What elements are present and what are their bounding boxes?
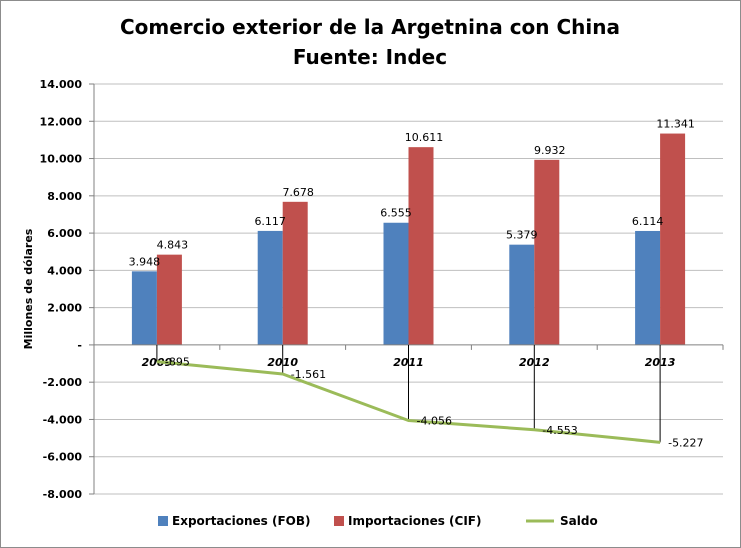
y-tick-label: 10.000 bbox=[40, 153, 83, 166]
saldo-line bbox=[156, 360, 661, 444]
data-label-saldo: -1.561 bbox=[291, 368, 326, 381]
data-label-importaciones: 9.932 bbox=[534, 144, 566, 157]
legend-label-exportaciones: Exportaciones (FOB) bbox=[172, 514, 311, 528]
y-tick-label: 8.000 bbox=[47, 190, 82, 203]
chart-title-line-1: Comercio exterior de la Argetnina con Ch… bbox=[120, 15, 620, 39]
data-label-saldo: -4.553 bbox=[542, 424, 577, 437]
data-label-exportaciones: 6.555 bbox=[380, 207, 412, 220]
bars bbox=[131, 133, 686, 345]
bar-importaciones bbox=[660, 133, 686, 345]
y-tick-label: 14.000 bbox=[40, 78, 83, 91]
legend-label-importaciones: Importaciones (CIF) bbox=[348, 514, 481, 528]
legend-swatch-exportaciones bbox=[158, 516, 168, 526]
bar-exportaciones bbox=[635, 230, 661, 345]
y-axis-label: Millones de dólares bbox=[22, 228, 35, 349]
y-tick-label: 2.000 bbox=[47, 302, 82, 315]
y-tick-label: 6.000 bbox=[47, 227, 82, 240]
y-tick-label: -6.000 bbox=[43, 451, 83, 464]
y-tick-label: 4.000 bbox=[47, 264, 82, 277]
data-label-saldo: -895 bbox=[165, 356, 190, 369]
axes: 14.000 12.000 10.000 8.000 6.000 4.000 2.000 - -… bbox=[40, 78, 724, 501]
data-label-saldo: -5.227 bbox=[668, 436, 703, 449]
y-tick-label: - bbox=[77, 339, 82, 352]
bar-importaciones bbox=[534, 159, 560, 345]
data-label-saldo: -4.056 bbox=[417, 414, 452, 427]
data-label-exportaciones: 6.117 bbox=[254, 215, 286, 228]
legend-label-saldo: Saldo bbox=[560, 514, 598, 528]
legend: Exportaciones (FOB) Importaciones (CIF) Sa… bbox=[158, 514, 598, 528]
bar-importaciones bbox=[156, 254, 182, 345]
data-label-importaciones: 10.611 bbox=[405, 131, 444, 144]
data-label-exportaciones: 6.114 bbox=[632, 215, 664, 228]
bar-exportaciones bbox=[257, 230, 283, 345]
legend-swatch-importaciones bbox=[334, 516, 344, 526]
data-label-exportaciones: 5.379 bbox=[506, 229, 538, 242]
bar-importaciones bbox=[282, 201, 308, 345]
data-label-exportaciones: 3.948 bbox=[129, 255, 161, 268]
bar-exportaciones bbox=[383, 222, 409, 345]
bar-exportaciones bbox=[131, 271, 157, 345]
data-labels: 3.948 4.843 6.117 7.678 6.555 10.611 5.379 9.93… bbox=[129, 118, 704, 450]
y-tick-label: -8.000 bbox=[43, 488, 83, 501]
data-label-importaciones: 4.843 bbox=[157, 239, 189, 252]
saldo-line-group bbox=[156, 344, 661, 444]
y-tick-label: -4.000 bbox=[43, 413, 83, 426]
data-label-importaciones: 11.341 bbox=[656, 118, 695, 131]
data-label-importaciones: 7.678 bbox=[282, 186, 314, 199]
y-tick-label: -2.000 bbox=[43, 376, 83, 389]
chart-title-line-2: Fuente: Indec bbox=[293, 45, 447, 69]
bar-importaciones bbox=[408, 147, 434, 345]
bar-exportaciones bbox=[509, 244, 535, 345]
y-tick-label: 12.000 bbox=[40, 115, 83, 128]
